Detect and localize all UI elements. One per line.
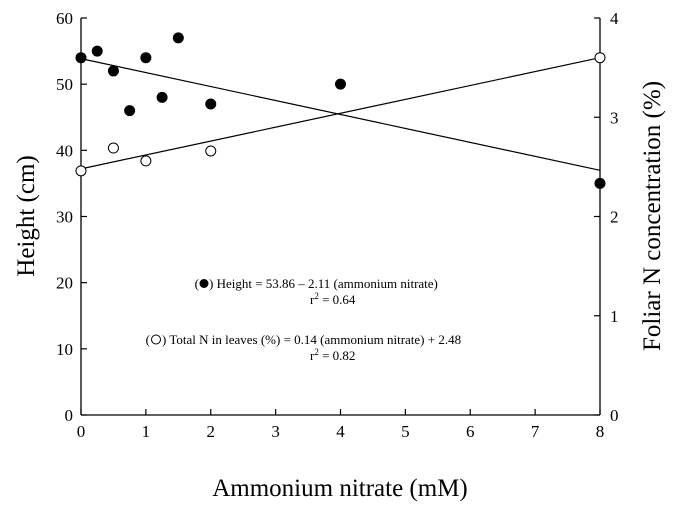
height-data-point bbox=[107, 65, 119, 77]
nitrogen-data-point bbox=[140, 155, 152, 167]
open-circle-legend-icon bbox=[151, 334, 161, 345]
y2-tick-label: 0 bbox=[610, 406, 619, 425]
annotation-1-r2: r2 = 0.64 bbox=[310, 291, 356, 307]
height-data-point bbox=[594, 177, 606, 189]
annotation-1-r: r bbox=[310, 292, 315, 307]
nitrogen-data-point bbox=[594, 52, 606, 64]
annotation-2-equation: ) Total N in leaves (%) = 0.14 (ammonium… bbox=[162, 332, 461, 347]
nitrogen-data-point bbox=[75, 165, 87, 177]
equation-annotation-height: ( ) Height = 53.86 – 2.11 (ammonium nitr… bbox=[195, 276, 438, 307]
annotation-1-r-sup: 2 bbox=[314, 291, 319, 301]
y-tick-label: 0 bbox=[65, 406, 74, 425]
y-tick-label: 50 bbox=[56, 75, 73, 94]
y-tick-label: 20 bbox=[56, 274, 73, 293]
annotation-2-r-value: = 0.82 bbox=[319, 348, 356, 363]
y-ticks-right: 0 1 2 3 4 bbox=[594, 9, 619, 425]
filled-circle-legend-icon bbox=[199, 279, 209, 288]
height-data-point bbox=[335, 78, 346, 90]
height-data-point bbox=[124, 105, 136, 117]
height-data-point bbox=[75, 52, 87, 64]
regression-lines bbox=[80, 57, 601, 171]
annotation-2-r-sup: 2 bbox=[314, 347, 319, 357]
nitrogen-fit-line bbox=[80, 57, 601, 170]
x-tick-label: 6 bbox=[466, 422, 475, 441]
y-tick-label: 40 bbox=[56, 141, 73, 160]
x-tick-label: 0 bbox=[77, 422, 86, 441]
x-tick-label: 8 bbox=[596, 422, 605, 441]
nitrogen-data-point bbox=[205, 145, 217, 157]
annotation-2-r2: r2 = 0.82 bbox=[310, 347, 355, 363]
x-axis-title: Ammonium nitrate (mM) bbox=[212, 475, 468, 502]
height-data-point bbox=[156, 91, 168, 103]
y-axis-right-title: Foliar N concentration (%) bbox=[639, 81, 666, 351]
annotation-1-equation: ) Height = 53.86 – 2.11 (ammonium nitrat… bbox=[209, 276, 438, 291]
equation-annotation-nitrogen: ( ) Total N in leaves (%) = 0.14 (ammoni… bbox=[146, 332, 461, 363]
height-data-point bbox=[140, 52, 152, 64]
y2-tick-label: 2 bbox=[610, 208, 619, 227]
y-ticks-left: 0 10 20 30 40 50 60 bbox=[56, 9, 87, 425]
height-fit-line bbox=[80, 58, 601, 171]
annotation-2-r: r bbox=[310, 348, 315, 363]
nitrogen-data-point bbox=[107, 142, 119, 154]
annotation-1-prefix: ( bbox=[195, 276, 199, 291]
annotation-1-r-value: = 0.64 bbox=[319, 292, 356, 307]
y-tick-label: 10 bbox=[56, 340, 73, 359]
y-axis-left-title: Height (cm) bbox=[13, 155, 40, 276]
annotation-2-prefix: ( bbox=[146, 332, 150, 347]
height-data-point bbox=[91, 45, 103, 57]
x-tick-label: 7 bbox=[531, 422, 540, 441]
y-tick-label: 60 bbox=[56, 9, 73, 28]
x-tick-label: 2 bbox=[207, 422, 216, 441]
height-data-point bbox=[205, 98, 217, 110]
data-points bbox=[75, 32, 606, 189]
x-ticks: 0 1 2 3 4 5 6 7 8 bbox=[77, 409, 605, 441]
y2-tick-label: 3 bbox=[610, 108, 619, 127]
y2-tick-label: 4 bbox=[610, 9, 619, 28]
x-tick-label: 5 bbox=[401, 422, 410, 441]
y2-tick-label: 1 bbox=[610, 307, 619, 326]
x-tick-label: 1 bbox=[142, 422, 151, 441]
x-tick-label: 3 bbox=[271, 422, 280, 441]
x-tick-label: 4 bbox=[336, 422, 345, 441]
y-tick-label: 30 bbox=[56, 208, 73, 227]
height-data-point bbox=[172, 32, 184, 44]
